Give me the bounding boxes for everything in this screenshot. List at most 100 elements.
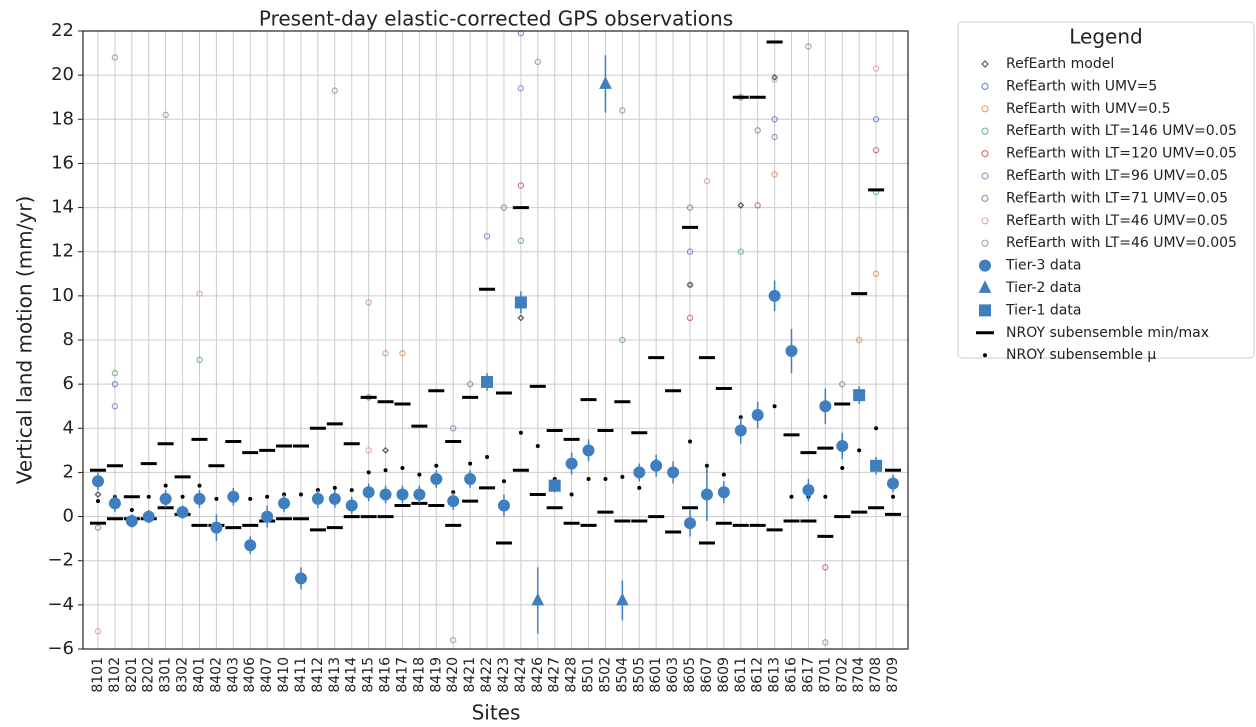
x-tick-label: 8410 [276, 657, 292, 693]
point [565, 457, 578, 470]
legend-label: Tier-1 data [1005, 302, 1081, 318]
x-tick-label: 8603 [665, 657, 681, 693]
nroy-mean [180, 494, 185, 499]
y-axis-label: Vertical land motion (mm/yr) [13, 196, 37, 485]
y-tick-label: −2 [47, 550, 74, 571]
nroy-mean [383, 468, 388, 473]
nroy-mean [248, 496, 253, 501]
point [548, 479, 561, 492]
point [619, 107, 626, 114]
point [981, 82, 989, 91]
point [872, 65, 880, 72]
point [686, 314, 694, 322]
legend-label: RefEarth with LT=71 UMV=0.05 [1006, 190, 1228, 206]
point [872, 146, 880, 154]
point [111, 380, 119, 388]
point [108, 497, 121, 510]
point [667, 466, 680, 479]
chart-title: Present-day elastic-corrected GPS observ… [259, 7, 733, 31]
nroy-mean [721, 472, 726, 477]
x-tick-label: 8501 [581, 657, 597, 693]
point [500, 204, 508, 211]
legend-box [957, 21, 1255, 359]
x-tick-label: 8419 [428, 657, 444, 693]
y-tick-label: 20 [51, 64, 74, 85]
x-tick-label: 8611 [733, 657, 749, 693]
nroy-mean [891, 494, 895, 499]
x-tick-label: 8415 [361, 657, 377, 693]
point [159, 492, 172, 505]
point [534, 58, 541, 66]
x-tick-label: 8406 [242, 657, 258, 693]
x-tick-label: 8708 [868, 657, 884, 693]
point [94, 491, 102, 498]
x-tick-label: 8413 [327, 657, 343, 693]
nroy-mean [535, 443, 540, 448]
point [294, 572, 307, 585]
nroy-mean [840, 466, 845, 471]
point [382, 350, 389, 357]
point [686, 281, 694, 289]
point [802, 484, 815, 497]
x-tick-label: 8709 [885, 657, 901, 693]
point [345, 499, 358, 512]
nroy-mean [332, 485, 337, 490]
x-tick-label: 8302 [175, 657, 191, 693]
legend-label: RefEarth model [1006, 56, 1114, 72]
point [734, 424, 747, 437]
nroy-mean [586, 477, 591, 482]
point [717, 486, 730, 499]
point [399, 350, 406, 357]
point [737, 248, 744, 255]
x-tick-label: 8605 [682, 657, 698, 693]
legend-label: RefEarth with LT=96 UMV=0.05 [1006, 168, 1228, 184]
y-tick-label: 16 [51, 152, 74, 173]
x-tick-label: 8414 [344, 657, 360, 693]
x-tick-label: 8401 [191, 657, 207, 693]
nroy-mean [688, 439, 693, 444]
nroy-mean [366, 470, 371, 475]
nroy-mean [214, 496, 219, 501]
x-tick-label: 8417 [394, 657, 410, 693]
nroy-mean [400, 466, 405, 471]
x-tick-label: 8402 [208, 657, 224, 693]
legend-label: NROY subensemble μ [1006, 347, 1156, 363]
x-tick-label: 8609 [716, 657, 732, 693]
point [278, 497, 291, 510]
point [599, 76, 612, 89]
x-tick-label: 8421 [462, 657, 478, 693]
legend-label: Tier-2 data [1005, 280, 1081, 296]
point [430, 473, 443, 486]
point [379, 488, 392, 501]
point [855, 336, 863, 344]
y-tick-label: 0 [63, 506, 74, 527]
nroy-mean [96, 499, 100, 504]
x-tick-label: 8420 [445, 657, 461, 693]
point [582, 444, 595, 457]
y-tick-label: 14 [51, 197, 74, 218]
point [686, 248, 694, 255]
point [872, 116, 880, 123]
x-tick-label: 8407 [259, 657, 275, 693]
y-tick-label: 22 [51, 20, 74, 41]
point [616, 592, 629, 606]
point [981, 172, 989, 180]
point [244, 539, 257, 552]
legend-label: RefEarth with UMV=5 [1006, 78, 1157, 94]
x-tick-label: 8201 [124, 657, 140, 693]
y-tick-label: −6 [47, 638, 74, 659]
point [362, 486, 375, 499]
x-tick-label: 8101 [90, 657, 106, 693]
x-tick-label: 8416 [378, 657, 394, 693]
point [771, 171, 778, 178]
x-tick-label: 8424 [513, 657, 529, 693]
point [466, 380, 474, 388]
point [447, 495, 460, 508]
point [111, 403, 119, 410]
legend-label: RefEarth with LT=46 UMV=0.005 [1006, 235, 1237, 251]
point [822, 639, 829, 646]
plot-frame [82, 30, 909, 650]
x-tick-label: 8504 [614, 657, 630, 693]
nroy-mean [789, 494, 794, 499]
point [517, 314, 525, 322]
